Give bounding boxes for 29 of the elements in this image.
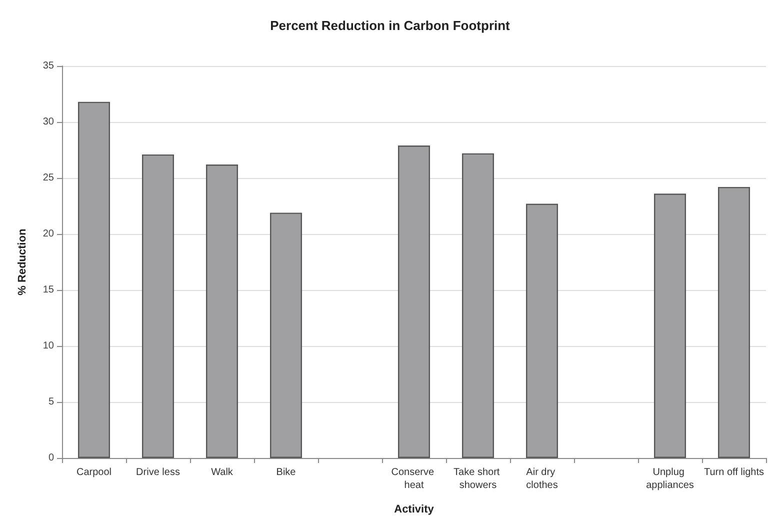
bar: [270, 212, 302, 458]
bar: [78, 102, 110, 458]
y-tick-label: 10: [42, 340, 54, 352]
x-tick-label: Walk: [211, 467, 234, 478]
bar: [398, 146, 430, 458]
bar: [462, 153, 494, 458]
bar: [526, 204, 558, 458]
bar: [142, 154, 174, 458]
x-tick-label: Unplug appliances: [646, 467, 694, 491]
bar: [206, 164, 238, 458]
bar: [718, 186, 750, 458]
y-tick-label: 15: [42, 284, 54, 296]
y-tick-label: 0: [48, 452, 54, 464]
x-tick-label: Take short showers: [454, 467, 502, 491]
x-tick-label: Drive less: [136, 467, 180, 478]
y-tick-label: 25: [42, 172, 54, 184]
x-tick-label: Carpool: [76, 467, 112, 478]
y-tick-label: 30: [42, 116, 54, 128]
chart-title: Percent Reduction in Carbon Footprint: [270, 18, 511, 33]
x-tick-label: Bike: [276, 467, 296, 478]
y-tick-label: 5: [48, 396, 54, 408]
bar: [654, 194, 686, 458]
x-tick-label: Conserve heat: [391, 467, 437, 491]
y-tick-label: 20: [42, 228, 54, 240]
x-axis-title: Activity: [394, 504, 435, 516]
x-tick-label: Turn off lights: [704, 467, 764, 478]
y-tick-label: 35: [42, 60, 54, 72]
y-axis-title: % Reduction: [16, 228, 28, 296]
x-tick-label: Air dry clothes: [526, 467, 558, 491]
